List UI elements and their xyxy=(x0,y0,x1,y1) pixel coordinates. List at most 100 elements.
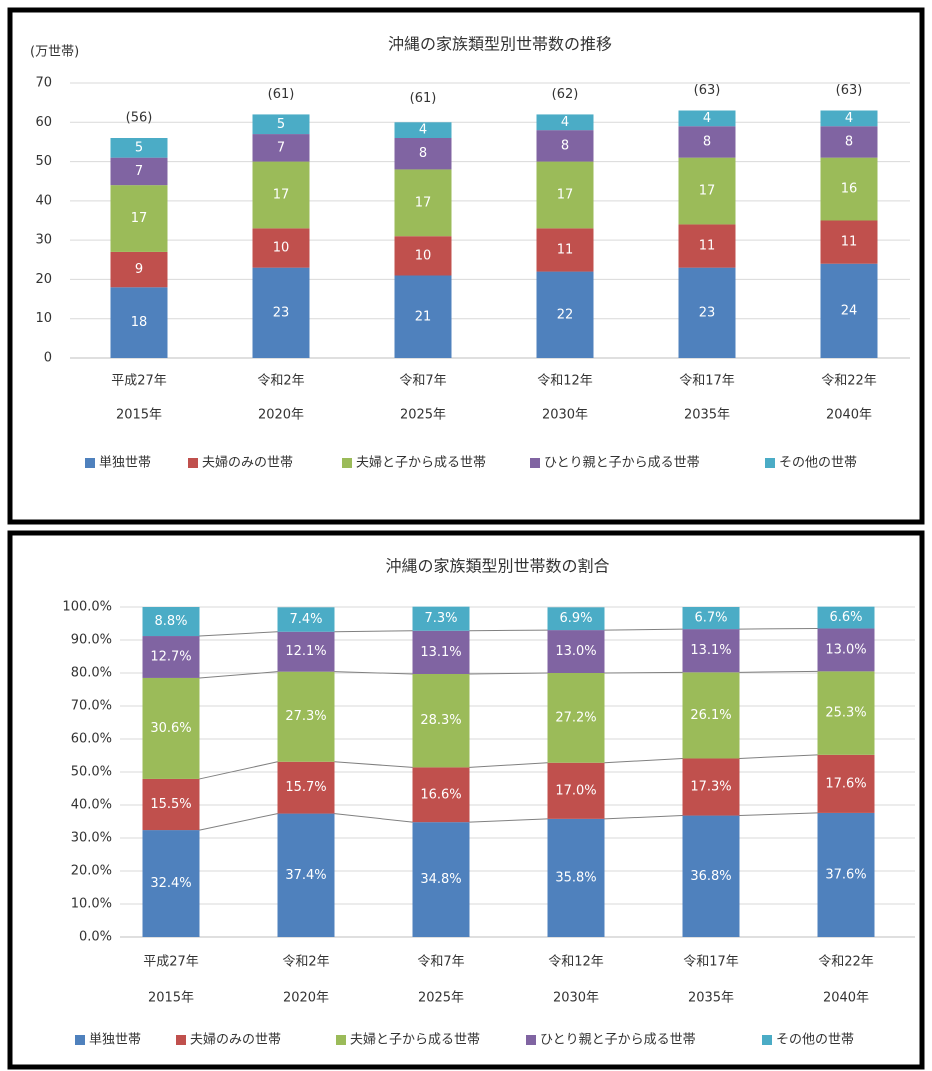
connector-line xyxy=(604,671,683,674)
data-label: 17 xyxy=(699,184,716,199)
bar-segment xyxy=(110,251,168,288)
x-tick-label: 2040年 xyxy=(826,408,872,423)
data-label: 6.7% xyxy=(694,611,727,626)
connector-line xyxy=(739,812,818,817)
data-label: 15.7% xyxy=(285,780,326,795)
x-tick-label: 2035年 xyxy=(688,991,734,1006)
bar-segment xyxy=(394,122,452,138)
connector-line xyxy=(199,631,278,637)
x-tick-label: 2030年 xyxy=(542,408,588,423)
legend-label: 単独世帯 xyxy=(89,1032,141,1048)
bar-segment xyxy=(412,822,470,937)
x-tick-label: 令和22年 xyxy=(818,955,874,970)
data-label: 13.0% xyxy=(825,642,866,657)
data-label: 6.6% xyxy=(829,610,862,625)
data-label: 23 xyxy=(699,305,716,320)
data-label: 17.0% xyxy=(555,783,596,798)
bar-segment xyxy=(682,815,740,937)
x-tick-label: 2020年 xyxy=(258,408,304,423)
legend-swatch xyxy=(342,458,352,468)
data-label: 37.6% xyxy=(825,867,866,882)
y-tick-label: 20 xyxy=(35,272,52,287)
bar-segment xyxy=(110,185,168,252)
connector-line xyxy=(739,627,818,630)
bar-segment xyxy=(252,114,310,135)
connector-line xyxy=(334,671,413,675)
data-label: 4 xyxy=(419,123,427,138)
y-tick-label: 10 xyxy=(35,311,52,326)
data-label: 28.3% xyxy=(420,713,461,728)
legend-label: ひとり親と子から成る世帯 xyxy=(540,1033,696,1048)
bar-segment xyxy=(277,631,335,672)
legend-swatch xyxy=(176,1035,186,1045)
data-label: 12.1% xyxy=(285,644,326,659)
data-label: 7.3% xyxy=(424,611,457,626)
connector-line xyxy=(604,757,683,764)
connector-line xyxy=(604,815,683,820)
bar-segment xyxy=(547,762,605,819)
data-label: 4 xyxy=(703,111,711,126)
data-label: 8 xyxy=(845,134,853,149)
y-tick-label: 0 xyxy=(44,351,52,366)
data-label: 36.8% xyxy=(690,869,731,884)
legend-label: 夫婦と子から成る世帯 xyxy=(350,1032,480,1048)
data-label: 24 xyxy=(841,303,858,318)
data-label: 17 xyxy=(557,187,574,202)
data-label: 8 xyxy=(561,138,569,153)
total-label: (63) xyxy=(694,83,721,98)
x-tick-label: 令和2年 xyxy=(282,955,329,970)
bar-segment xyxy=(820,126,878,158)
bar-segment xyxy=(682,758,740,816)
y-tick-label: 100.0% xyxy=(62,600,112,615)
connector-line xyxy=(739,670,818,673)
connector-line xyxy=(469,629,548,632)
y-tick-label: 80.0% xyxy=(71,666,112,681)
legend-label: 夫婦と子から成る世帯 xyxy=(356,455,486,471)
total-label: (56) xyxy=(126,111,153,126)
connector-line xyxy=(604,628,683,631)
connector-line xyxy=(199,813,278,831)
x-tick-label: 令和17年 xyxy=(683,955,739,970)
bar-segment xyxy=(820,157,878,221)
total-label: (62) xyxy=(552,87,579,102)
x-tick-label: 令和12年 xyxy=(537,374,593,389)
bar-segment xyxy=(142,636,200,678)
y-tick-label: 60.0% xyxy=(71,732,112,747)
data-label: 22 xyxy=(557,307,574,322)
x-tick-label: 2015年 xyxy=(116,408,162,423)
data-label: 16 xyxy=(841,182,858,197)
bar-segment xyxy=(277,813,335,937)
total-label: (61) xyxy=(268,87,295,102)
bar-segment xyxy=(678,126,736,158)
bar-segment xyxy=(252,228,310,268)
bar-segment xyxy=(547,818,605,937)
bar-segment xyxy=(142,607,200,637)
x-tick-label: 令和17年 xyxy=(679,374,735,389)
data-label: 15.5% xyxy=(150,797,191,812)
total-label: (61) xyxy=(410,91,437,106)
bar-segment xyxy=(536,114,594,131)
legend-swatch xyxy=(526,1035,536,1045)
data-label: 4 xyxy=(561,115,569,130)
x-tick-label: 令和22年 xyxy=(821,374,877,389)
legend-label: ひとり親と子から成る世帯 xyxy=(544,456,700,471)
y-tick-label: 40 xyxy=(35,193,52,208)
x-tick-label: 平成27年 xyxy=(143,955,199,970)
x-tick-label: 2035年 xyxy=(684,408,730,423)
bar-segment xyxy=(412,767,470,823)
bar-segment xyxy=(536,271,594,358)
x-tick-label: 令和12年 xyxy=(548,955,604,970)
data-label: 7.4% xyxy=(289,612,322,627)
bar-segment xyxy=(817,628,875,672)
y-tick-label: 30 xyxy=(35,233,52,248)
x-tick-label: 2025年 xyxy=(400,408,446,423)
legend-label: 夫婦のみの世帯 xyxy=(190,1032,281,1048)
chart-title: 沖縄の家族類型別世帯数の推移 xyxy=(388,35,612,54)
bar-segment xyxy=(252,161,310,229)
bar-segment xyxy=(678,157,736,225)
legend-label: その他の世帯 xyxy=(779,456,857,471)
data-label: 17 xyxy=(131,211,148,226)
data-label: 11 xyxy=(557,242,574,257)
legend-swatch xyxy=(85,458,95,468)
x-tick-label: 2040年 xyxy=(823,991,869,1006)
